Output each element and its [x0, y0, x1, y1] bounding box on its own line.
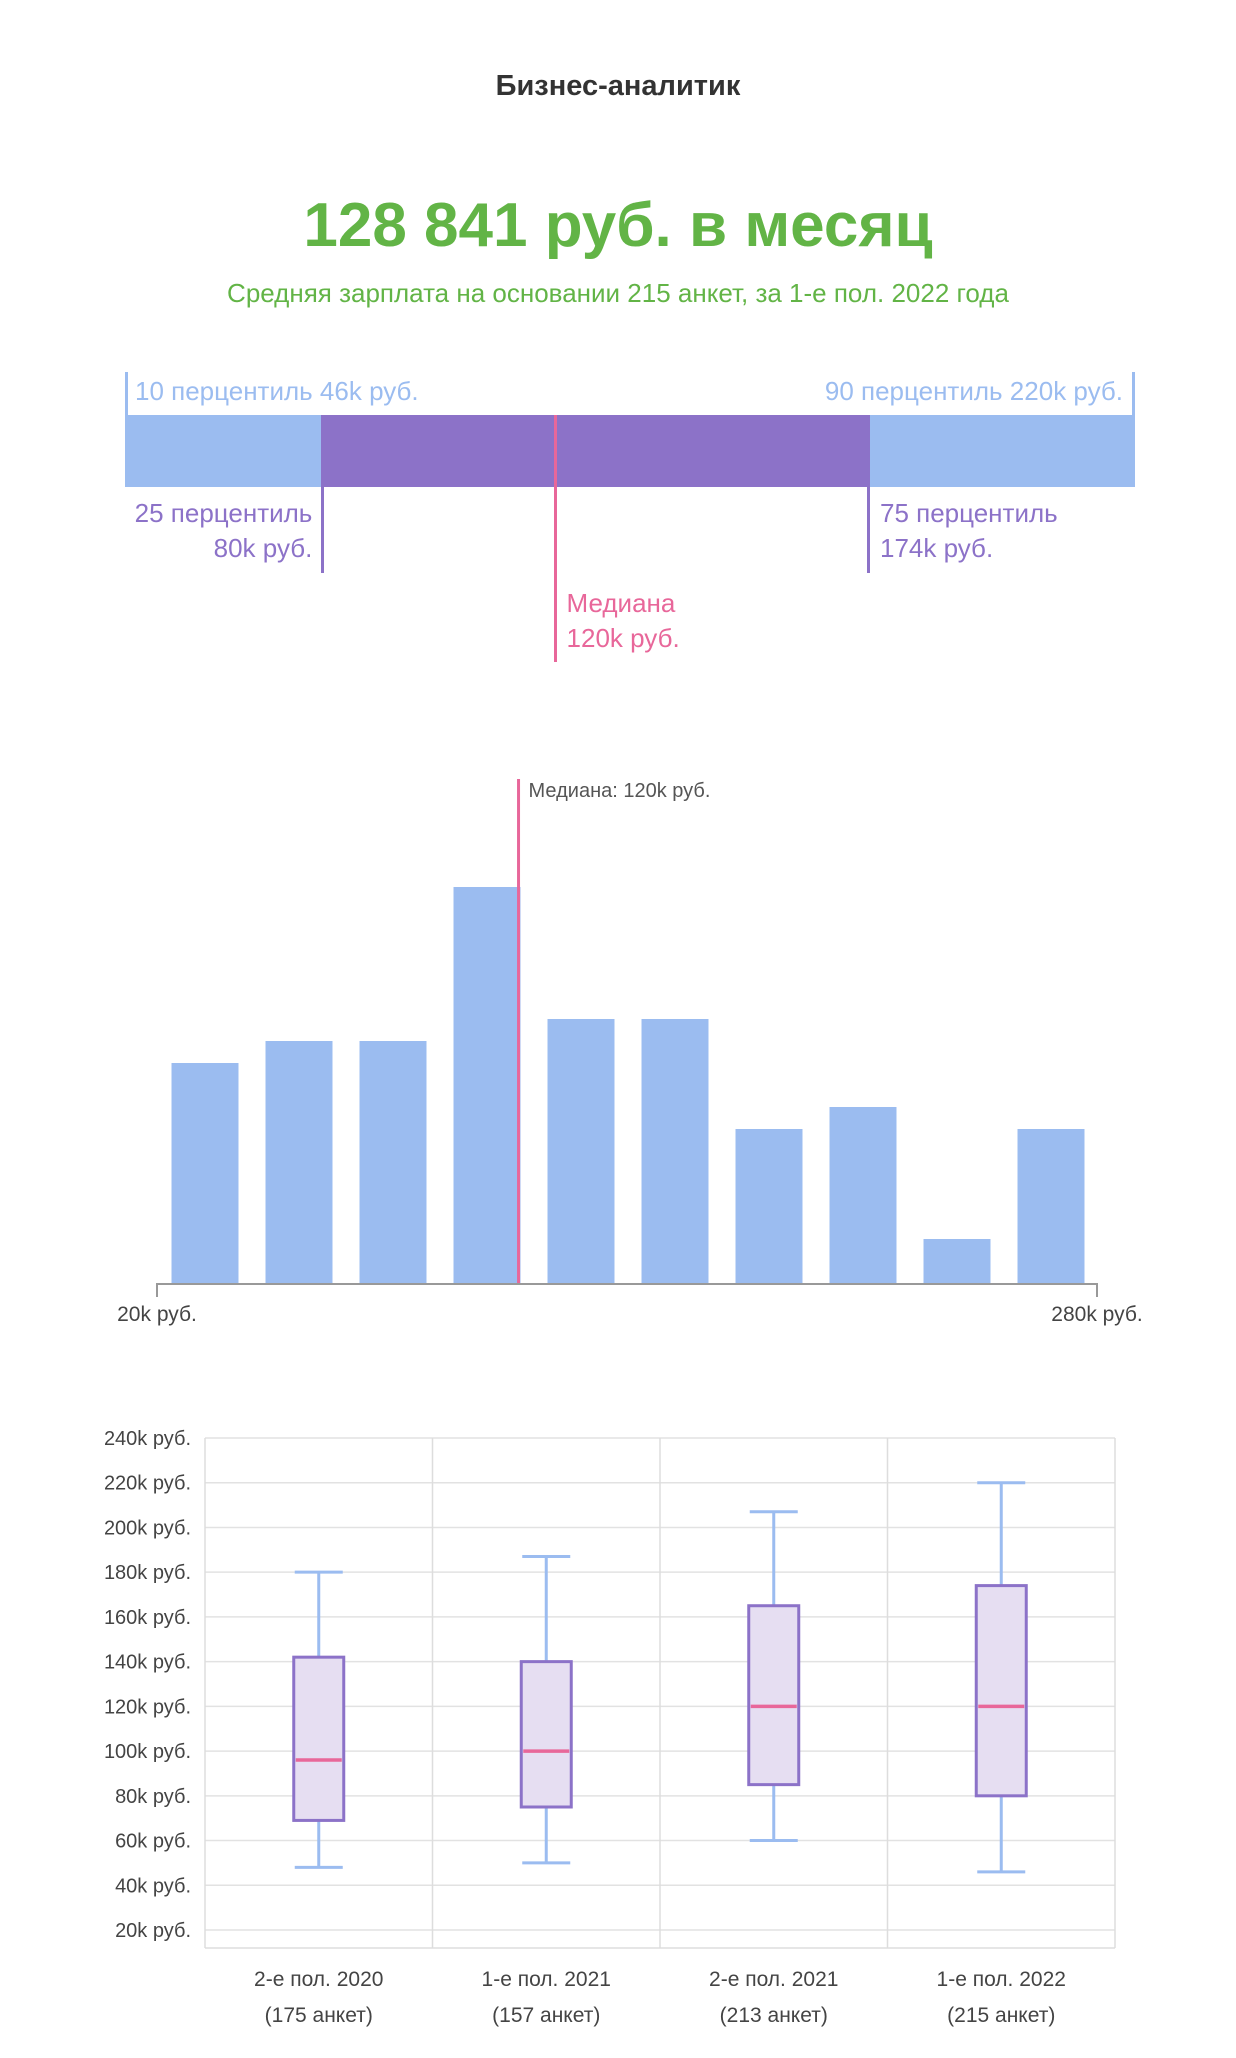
histogram-bar	[641, 1019, 709, 1283]
boxplot-box	[747, 1604, 801, 1787]
p10-marker	[125, 372, 128, 452]
boxplot-category-label: 1-е пол. 2021	[482, 1968, 611, 1991]
boxplot-box	[974, 1584, 1028, 1798]
p10-label: 10 перцентиль 46k руб.	[135, 376, 419, 406]
boxplot-category-label: 2-е пол. 2021	[709, 1968, 838, 1991]
average-salary: 128 841 руб. в месяц	[303, 191, 933, 260]
boxplot-category-label: 1-е пол. 2022	[937, 1968, 1066, 1991]
boxplot-category-sublabel: (215 анкет)	[947, 2004, 1055, 2027]
histogram-x-min-label: 20k руб.	[117, 1303, 197, 1326]
p75-title: 75 перцентиль	[879, 498, 1058, 528]
page-title: Бизнес-аналитик	[495, 70, 741, 102]
boxplot-category-label: 2-е пол. 2020	[254, 1968, 383, 1991]
boxplot-category-sublabel: (157 анкет)	[492, 2004, 600, 2027]
p90-label: 90 перцентиль 220k руб.	[824, 376, 1123, 406]
p75-value: 174k руб.	[879, 533, 994, 563]
histogram-bar	[453, 887, 521, 1283]
p25-marker	[321, 415, 325, 573]
p75-marker	[866, 415, 870, 573]
histogram-bar	[547, 1019, 615, 1283]
median-label: Медиана 120k руб.	[567, 586, 680, 656]
boxplot-y-tick-label: 180k руб.	[104, 1562, 191, 1584]
p25-value: 80k руб.	[213, 533, 313, 563]
boxplot-y-tick-label: 100k руб.	[104, 1741, 191, 1763]
p25-title: 25 перцентиль	[134, 498, 313, 528]
boxplot-y-tick-label: 20k руб.	[115, 1920, 191, 1942]
histogram-bar	[171, 1063, 239, 1283]
boxplot-y-tick-label: 160k руб.	[104, 1607, 191, 1629]
histogram-bar	[923, 1239, 991, 1283]
median-title: Медиана	[566, 588, 676, 618]
histogram-median-label: Медиана: 120k руб.	[529, 780, 711, 802]
salary-boxplot: 20k руб. 40k руб. 60k руб. 80k руб. 100k руб…	[104, 1428, 1116, 2027]
percentile-band-25-75	[322, 415, 868, 487]
histogram-x-max-label: 280k руб.	[1051, 1303, 1142, 1326]
boxplot-category-sublabel: (175 анкет)	[265, 2004, 373, 2027]
salary-histogram: 20k руб. 280k руб. Медиана: 120k руб.	[117, 779, 1143, 1326]
histogram-bar	[359, 1041, 427, 1283]
boxplot-y-tick-label: 40k руб.	[115, 1875, 191, 1897]
boxplot-box	[519, 1660, 573, 1809]
boxplot-y-tick-label: 200k руб.	[104, 1517, 191, 1539]
histogram-bar	[265, 1041, 333, 1283]
boxplot-y-tick-label: 80k руб.	[115, 1786, 191, 1808]
p25-label: 25 перцентиль 80k руб.	[135, 496, 313, 566]
boxplot-y-tick-label: 140k руб.	[104, 1652, 191, 1674]
boxplot-y-tick-label: 60k руб.	[115, 1831, 191, 1853]
histogram-bar	[829, 1107, 897, 1283]
boxplot-y-tick-label: 220k руб.	[104, 1473, 191, 1495]
boxplot-y-tick-label: 120k руб.	[104, 1696, 191, 1718]
boxplot-box	[292, 1655, 346, 1822]
boxplot-y-tick-label: 240k руб.	[104, 1428, 191, 1450]
salary-subtitle: Средняя зарплата на основании 215 анкет,…	[227, 278, 1009, 308]
median-value: 120k руб.	[566, 623, 680, 653]
histogram-bar	[735, 1129, 803, 1283]
p75-label: 75 перцентиль 174k руб.	[880, 496, 1058, 566]
p90-marker	[1132, 372, 1135, 452]
percentile-bar: 10 перцентиль 46k руб. 90 перцентиль 220…	[125, 372, 1135, 672]
histogram-bar	[1017, 1129, 1085, 1283]
median-marker	[553, 415, 557, 662]
boxplot-category-sublabel: (213 анкет)	[720, 2004, 828, 2027]
